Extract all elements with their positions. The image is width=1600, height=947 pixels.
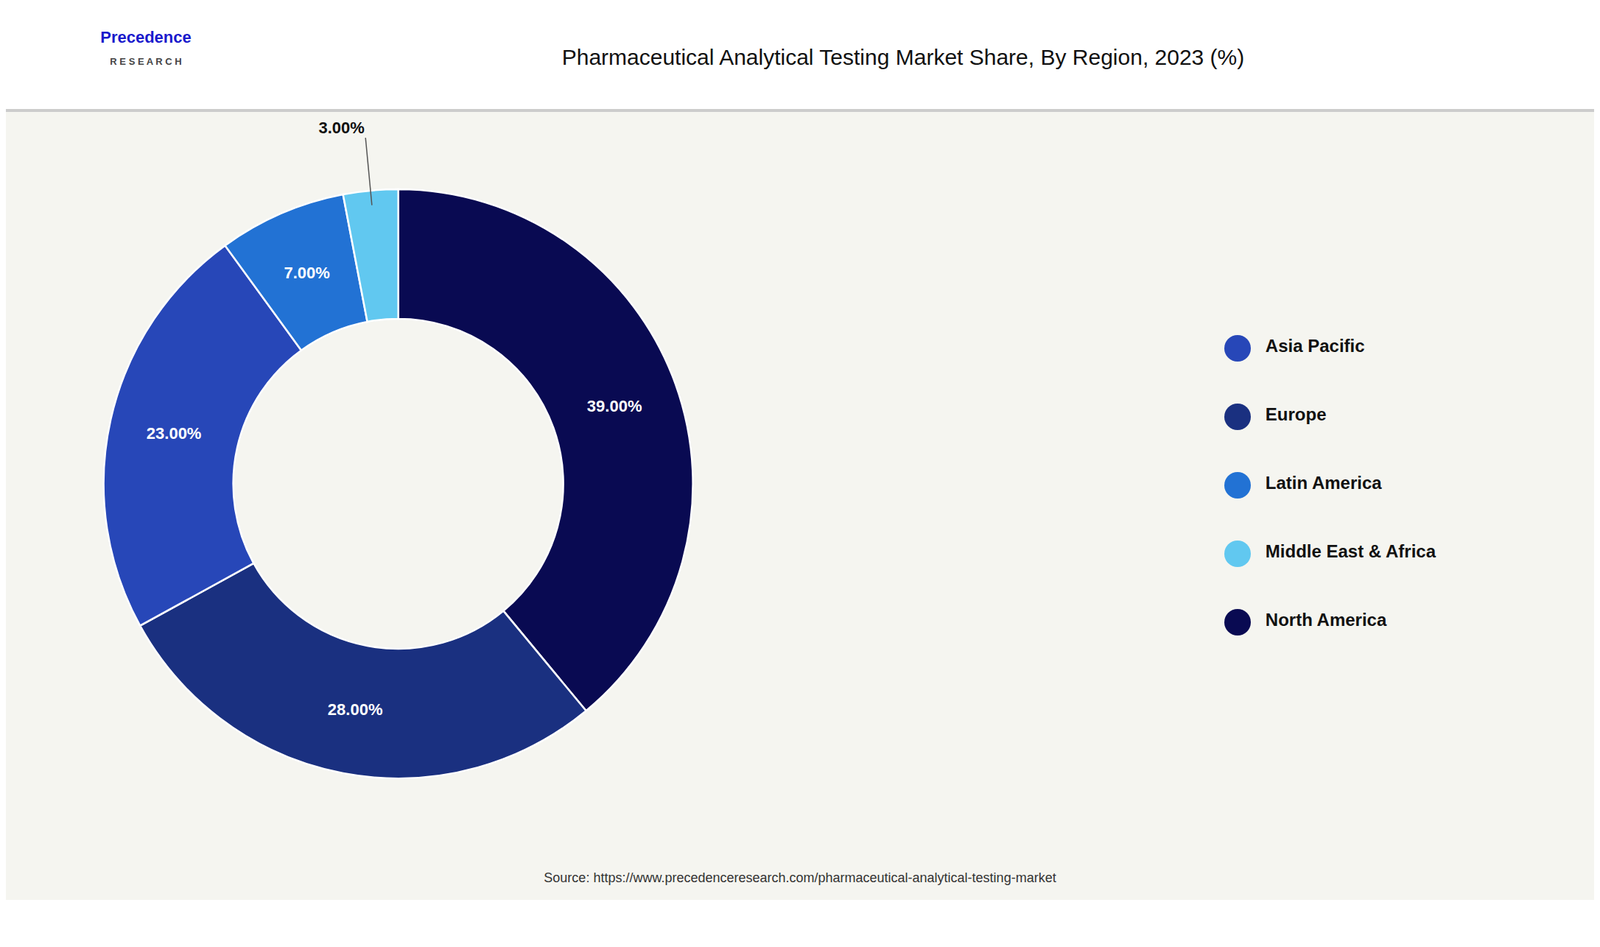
html-text:Source: https://www.precedence: Source: https://www.precedenceresearch.c… [543, 870, 1057, 886]
html-text:Pharmaceutical Analytical Test: Pharmaceutical Analytical Testing Market… [561, 44, 1245, 70]
html-text:Precedence: Precedence [100, 27, 192, 47]
svg-text:3.00%: 3.00% [318, 118, 364, 138]
svg-text:23.00%: 23.00% [146, 424, 202, 443]
html-text:Middle East & Africa: Middle East & Africa [1265, 541, 1436, 561]
html-text:R E S E A R C H: R E S E A R C H [110, 55, 182, 68]
svg-text:28.00%: 28.00% [327, 700, 384, 719]
html-text:Europe: Europe [1265, 404, 1327, 424]
html-text:Asia Pacific: Asia Pacific [1265, 335, 1365, 356]
svg-text:7.00%: 7.00% [284, 263, 331, 283]
html-text:North America: North America [1265, 609, 1387, 630]
svg-text:39.00%: 39.00% [587, 397, 643, 416]
html-text:Latin America: Latin America [1265, 472, 1382, 493]
